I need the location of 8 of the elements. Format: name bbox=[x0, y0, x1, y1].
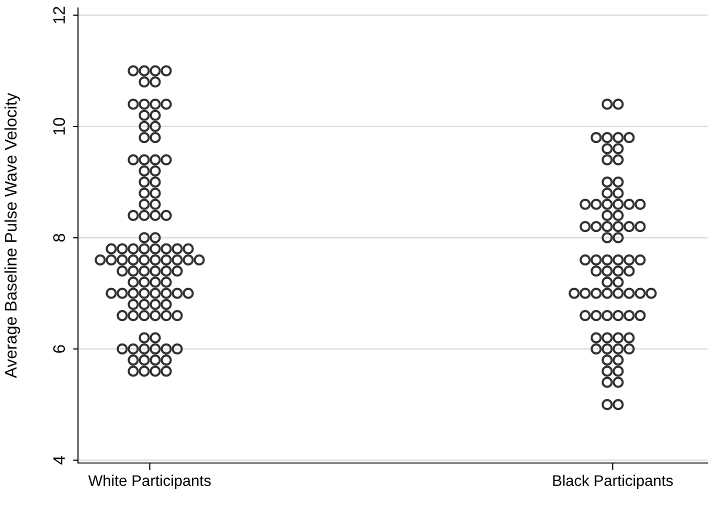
y-tick-label: 8 bbox=[53, 234, 65, 242]
y-axis-title: Average Baseline Pulse Wave Velocity bbox=[4, 92, 20, 378]
x-tick-label: Black Participants bbox=[553, 474, 673, 490]
y-tick-label: 6 bbox=[53, 345, 65, 353]
y-tick-label: 10 bbox=[53, 118, 65, 134]
y-tick-label: 4 bbox=[53, 456, 65, 464]
x-tick-label: White Participants bbox=[88, 474, 211, 490]
y-tick-label: 12 bbox=[53, 6, 65, 24]
